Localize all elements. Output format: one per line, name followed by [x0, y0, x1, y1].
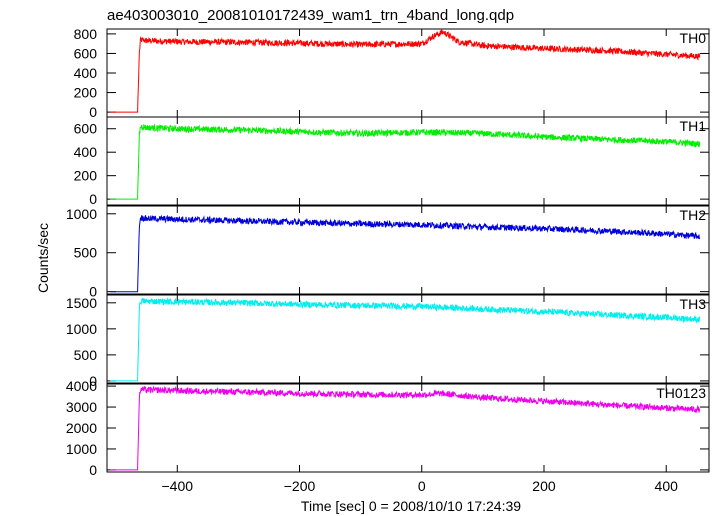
y-tick-label: 500 — [74, 245, 98, 261]
series-line-th1 — [110, 123, 701, 200]
panel-th3: 0 500 1000 1500 TH3 — [66, 294, 710, 389]
x-tick-label: 0 — [418, 478, 426, 494]
y-tick-label: 1500 — [66, 295, 97, 311]
y-tick-label: 0 — [89, 284, 97, 300]
y-tick-label: 0 — [89, 373, 97, 389]
x-tick-label: −400 — [162, 478, 194, 494]
y-tick-label: 400 — [74, 144, 98, 160]
panel-th1: 0 200 400 600 TH1 — [74, 116, 710, 207]
x-axis-label: Time [sec] 0 = 2008/10/10 17:24:39 — [301, 498, 521, 514]
panel-th0: 0 200 400 600 800 TH0 — [74, 26, 710, 120]
y-tick-label: 600 — [74, 121, 98, 137]
y-tick-label: 3000 — [66, 399, 97, 415]
y-tick-label: 500 — [74, 347, 98, 363]
series-line-th0 — [110, 29, 701, 113]
y-tick-label: 800 — [74, 26, 98, 42]
panel-th2: 0 500 1000 TH2 — [66, 205, 710, 300]
panels: 0 200 400 600 800 TH0 0 200 400 600 TH1 0 500 1000 TH2… — [66, 26, 710, 494]
y-tick-label: 1000 — [66, 441, 97, 457]
panel-frame — [106, 383, 710, 473]
series-label: TH0 — [680, 30, 707, 46]
panel-frame — [106, 294, 710, 384]
series-label: TH1 — [680, 118, 707, 134]
x-tick-label: 200 — [532, 478, 556, 494]
y-tick-label: 600 — [74, 45, 98, 61]
y-axis-label: Counts/sec — [35, 223, 51, 293]
y-tick-label: 200 — [74, 85, 98, 101]
y-tick-label: 1000 — [66, 206, 97, 222]
x-tick-label: 400 — [655, 478, 679, 494]
series-line-th3 — [110, 297, 701, 382]
y-tick-label: 2000 — [66, 420, 97, 436]
panel-frame — [106, 205, 710, 295]
series-line-th2 — [110, 214, 701, 293]
y-tick-label: 0 — [89, 104, 97, 120]
chart-title: ae403003010_20081010172439_wam1_trn_4ban… — [107, 7, 514, 24]
y-tick-label: 0 — [89, 191, 97, 207]
series-label: TH3 — [680, 296, 707, 312]
y-tick-label: 4000 — [66, 378, 97, 394]
x-tick-label: −200 — [284, 478, 316, 494]
series-label: TH0123 — [656, 385, 706, 401]
panel-frame — [106, 116, 710, 206]
series-line-th0123 — [110, 385, 701, 471]
series-label: TH2 — [680, 207, 707, 223]
panel-th0123: 0 1000 2000 3000 4000 TH0123 — [66, 378, 710, 478]
y-tick-label: 0 — [89, 462, 97, 478]
y-tick-label: 400 — [74, 65, 98, 81]
y-tick-label: 1000 — [66, 321, 97, 337]
y-tick-label: 200 — [74, 168, 98, 184]
